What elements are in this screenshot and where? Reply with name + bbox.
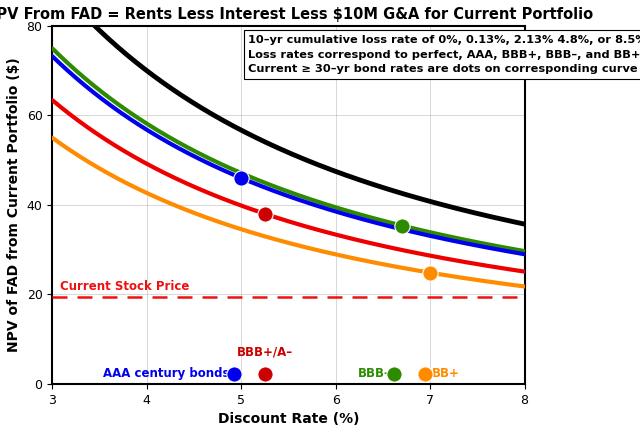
Text: 10–yr cumulative loss rate of 0%, 0.13%, 2.13% 4.8%, or 8.5%
Loss rates correspo: 10–yr cumulative loss rate of 0%, 0.13%,…: [248, 35, 640, 74]
Text: BBB+/A–: BBB+/A–: [237, 345, 293, 358]
Title: NPV From FAD = Rents Less Interest Less $10M G&A for Current Portfolio: NPV From FAD = Rents Less Interest Less …: [0, 7, 593, 22]
Text: AAA century bonds: AAA century bonds: [103, 368, 230, 381]
Y-axis label: NPV of FAD from Current Portfolio ($): NPV of FAD from Current Portfolio ($): [7, 58, 21, 352]
Text: Current Stock Price: Current Stock Price: [60, 280, 189, 293]
Text: BB+: BB+: [432, 368, 460, 381]
X-axis label: Discount Rate (%): Discount Rate (%): [218, 412, 359, 426]
Text: BBB–: BBB–: [358, 368, 390, 381]
